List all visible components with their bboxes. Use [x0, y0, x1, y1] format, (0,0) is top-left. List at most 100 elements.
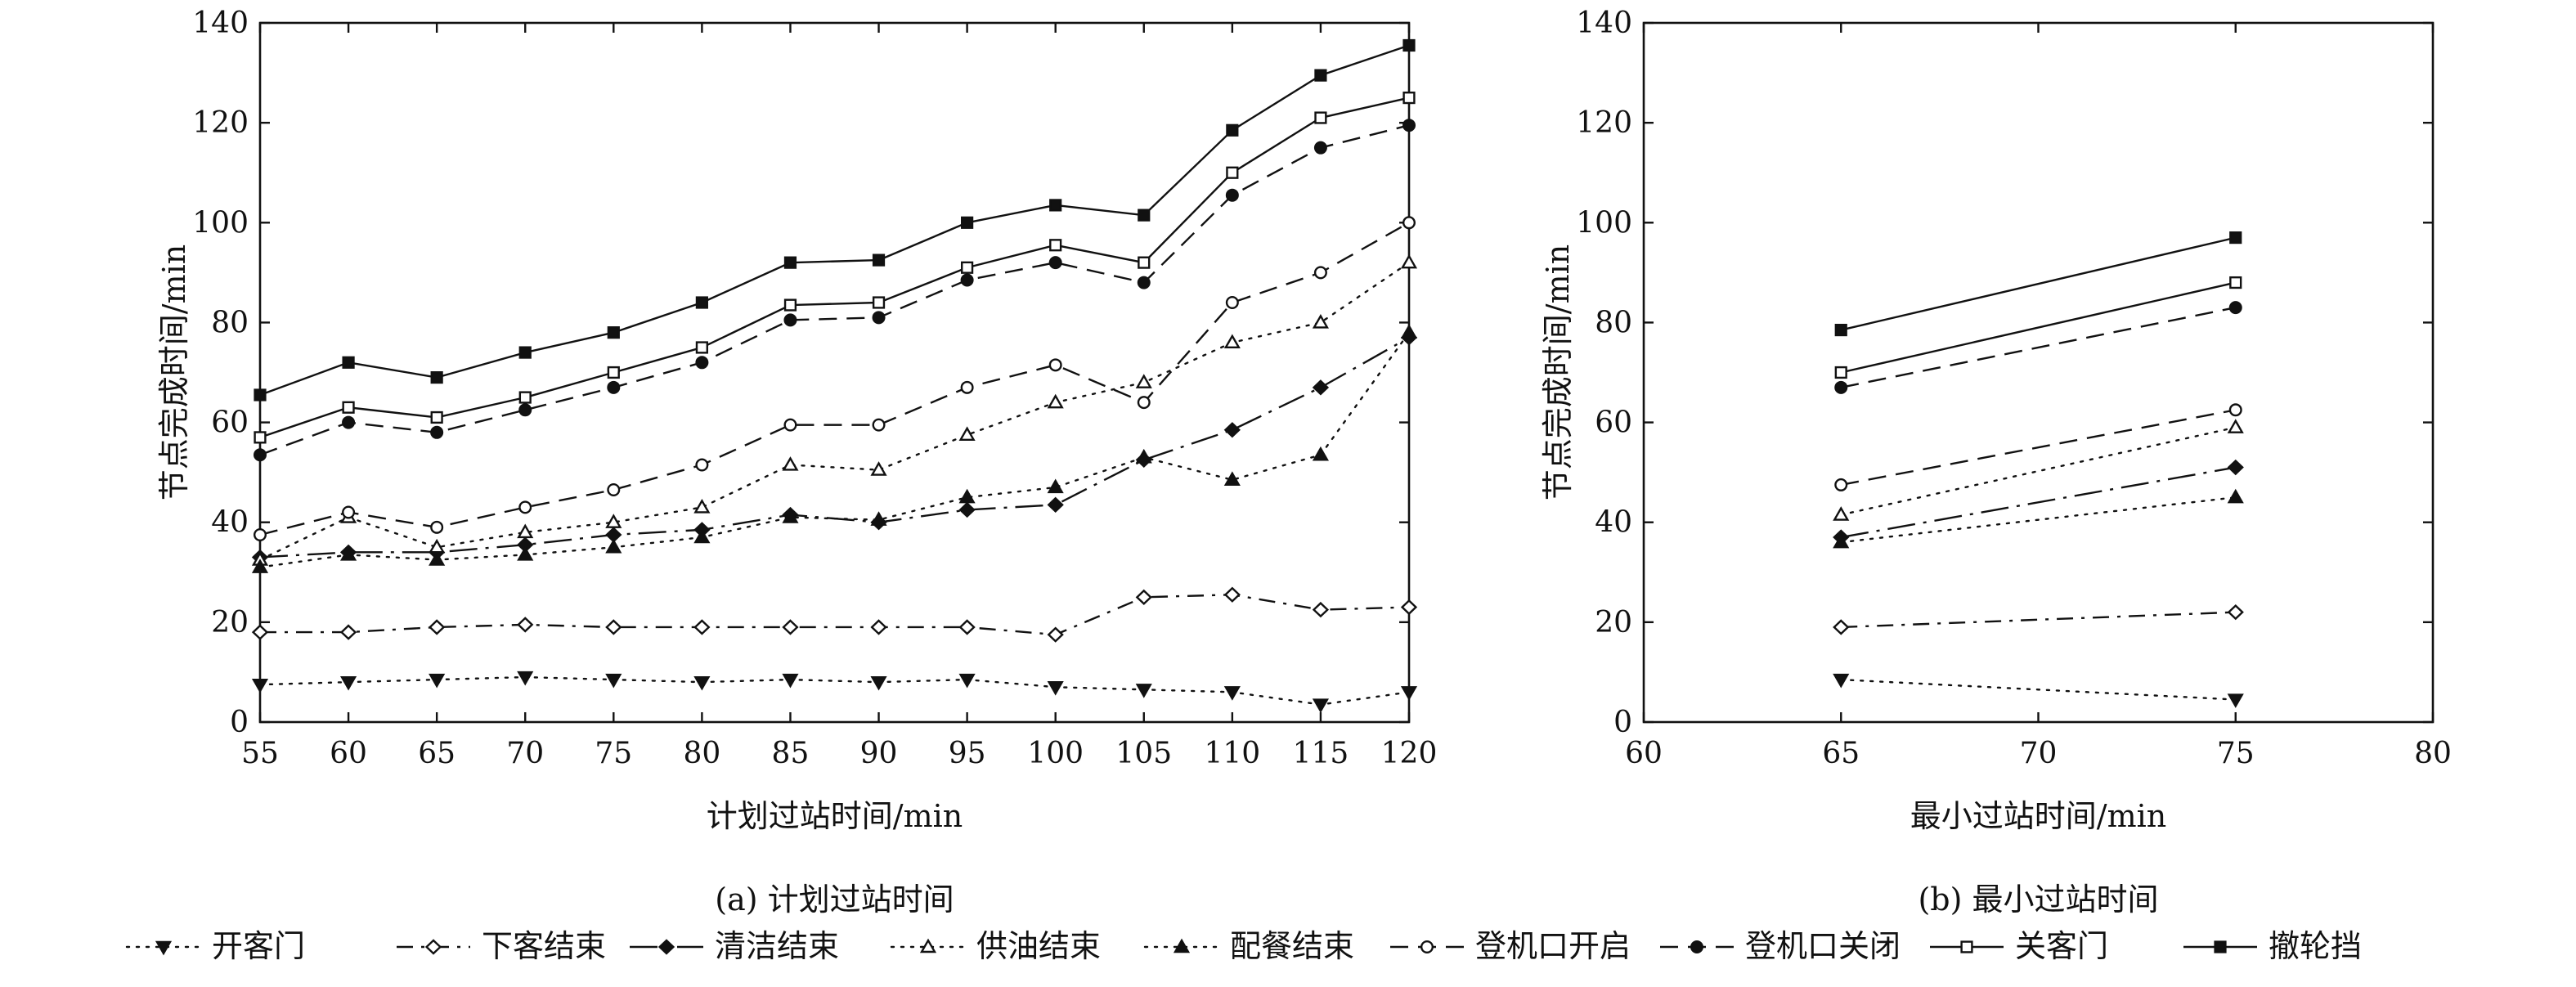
y-tick-label: 80 — [1595, 306, 1632, 339]
data-point — [1833, 506, 1850, 521]
data-point — [695, 341, 708, 354]
legend-marker — [424, 939, 442, 955]
data-point — [1834, 366, 1847, 379]
data-point — [1314, 111, 1327, 124]
legend-marker — [657, 939, 675, 955]
data-point — [1400, 324, 1418, 339]
series-line — [258, 331, 1411, 568]
series-line — [1841, 611, 2236, 629]
legend-item-7: 关客门 — [1930, 928, 2108, 964]
x-tick-label: 75 — [595, 737, 632, 770]
x-tick-label: 65 — [418, 737, 456, 770]
data-point — [254, 527, 267, 541]
legend-label: 供油结束 — [976, 928, 1101, 964]
series-line — [1840, 236, 2237, 331]
data-point — [429, 551, 446, 566]
legend-label: 配餐结束 — [1230, 928, 1354, 964]
y-axis-label: 节点完成时间/min — [156, 245, 192, 500]
legend: 开客门 下客结束 清洁结束 供油结束 配餐结束 登机口开启 登机口关闭 关客门 撤轮挡 — [125, 928, 2362, 964]
y-tick-label: 20 — [211, 606, 249, 639]
data-point — [1402, 38, 1416, 52]
data-point — [1402, 119, 1416, 132]
data-point — [2227, 459, 2244, 476]
legend-label: 登机口开启 — [1475, 928, 1631, 964]
data-point — [958, 619, 976, 635]
series-line — [259, 44, 1410, 397]
data-point — [1135, 684, 1152, 698]
x-tick-label: 70 — [506, 737, 544, 770]
data-point — [1135, 374, 1152, 388]
data-point — [607, 366, 620, 379]
data-point — [872, 296, 886, 309]
data-point — [1400, 686, 1418, 701]
plot-frame — [1642, 21, 2435, 724]
y-tick-label: 120 — [1576, 106, 1632, 140]
legend-label: 关客门 — [2015, 928, 2108, 964]
legend-item-3: 供油结束 — [890, 928, 1101, 964]
data-point — [340, 675, 357, 691]
series-line — [259, 222, 1410, 536]
legend-label: 撤轮挡 — [2269, 928, 2362, 964]
data-point — [1312, 314, 1329, 329]
data-point — [1833, 619, 1850, 635]
legend-marker — [2214, 940, 2227, 953]
data-point — [782, 509, 799, 523]
data-point — [607, 483, 621, 497]
x-axis-label: 计划过站时间/min — [707, 798, 963, 834]
data-point — [430, 520, 444, 534]
data-point — [958, 426, 976, 442]
data-point — [517, 523, 534, 539]
legend-item-4: 配餐结束 — [1143, 928, 1354, 964]
data-point — [342, 401, 355, 414]
data-point — [870, 675, 887, 691]
y-tick-label: 140 — [192, 7, 249, 40]
legend-item-8: 撤轮挡 — [2183, 928, 2362, 964]
data-point — [782, 619, 799, 635]
data-point — [429, 673, 446, 689]
series-line — [1840, 426, 2237, 516]
data-point — [605, 673, 622, 689]
legend-item-1: 下客结束 — [397, 928, 606, 964]
data-point — [1138, 256, 1151, 269]
data-point — [958, 673, 976, 689]
data-point — [251, 624, 269, 640]
x-tick-label: 55 — [241, 737, 279, 770]
legend-item-0: 开客门 — [125, 928, 305, 964]
series-6-group — [1834, 301, 2242, 394]
legend-label: 开客门 — [212, 928, 305, 964]
series-line — [1840, 281, 2237, 374]
data-point — [1137, 396, 1151, 410]
x-tick-label: 105 — [1115, 737, 1172, 770]
data-point — [251, 559, 269, 573]
data-point — [693, 619, 711, 635]
y-tick-label: 60 — [211, 406, 249, 440]
x-axis-label: 最小过站时间/min — [1910, 798, 2166, 834]
legend-item-6: 登机口关闭 — [1660, 928, 1901, 964]
data-point — [693, 675, 711, 691]
series-4-group — [1833, 488, 2244, 549]
data-point — [870, 461, 887, 476]
series-line — [1841, 306, 2236, 388]
series-line — [1841, 466, 2236, 539]
data-point — [1135, 448, 1152, 464]
data-point — [695, 356, 709, 370]
data-point — [1047, 626, 1064, 643]
y-tick-label: 0 — [1613, 706, 1632, 739]
series-3-group — [1833, 419, 2244, 521]
data-point — [2228, 301, 2242, 315]
data-point — [430, 411, 443, 424]
data-point — [430, 371, 443, 384]
chart-b-minimum-turnaround: 0 20 40 60 80 100 120 140 60 65 70 75 80 最小过站时间/min 节点… — [1540, 7, 2452, 917]
data-point — [1223, 422, 1241, 438]
y-tick-label: 40 — [1595, 506, 1632, 540]
data-point — [693, 528, 711, 544]
data-point — [254, 448, 267, 462]
legend-marker — [155, 940, 173, 956]
data-point — [1223, 471, 1241, 487]
data-point — [517, 545, 534, 561]
legend-marker — [1690, 940, 1703, 953]
data-point — [605, 619, 622, 635]
data-point — [342, 356, 355, 369]
y-tick-label: 100 — [192, 206, 249, 240]
data-point — [958, 501, 976, 518]
